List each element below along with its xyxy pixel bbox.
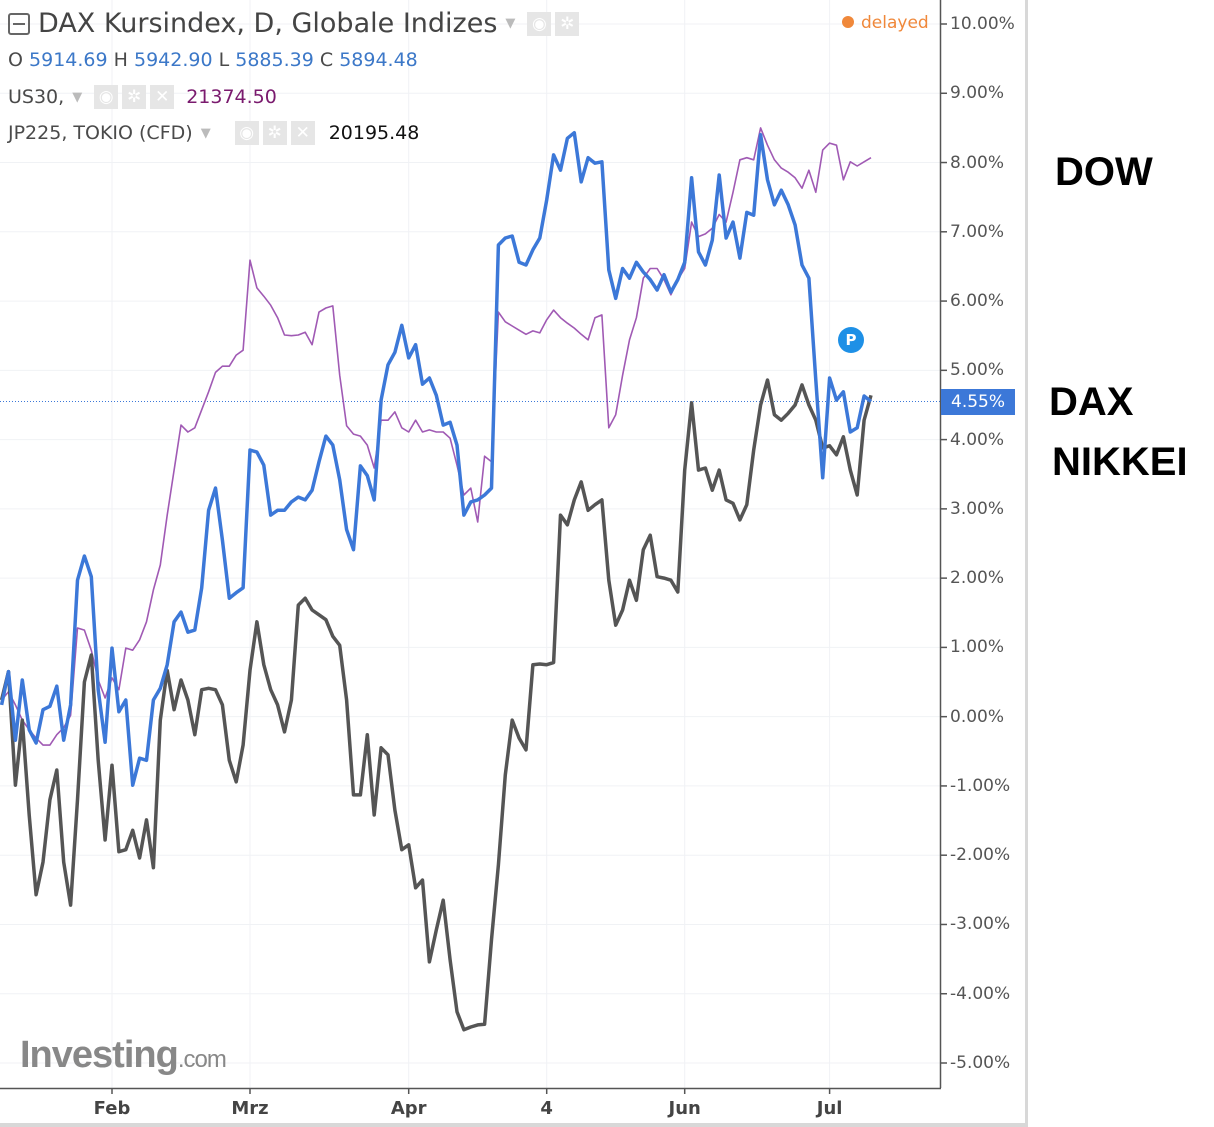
x-tick-label: Jul xyxy=(816,1098,843,1119)
x-tick-label: 4 xyxy=(540,1098,553,1119)
close-label: C xyxy=(319,49,334,71)
eye-icon[interactable]: ◉ xyxy=(234,121,259,145)
y-tick-label: -4.00% xyxy=(950,983,1011,1004)
series-line-dax xyxy=(0,130,873,787)
y-tick-label: 2.00% xyxy=(950,568,1005,589)
open-label: O xyxy=(8,49,23,71)
y-tick-label: 9.00% xyxy=(950,83,1005,104)
investing-logo: Investing.com xyxy=(20,1034,227,1077)
status-dot-icon xyxy=(842,16,854,28)
gridlines xyxy=(0,0,940,1088)
logo-suffix: .com xyxy=(177,1046,227,1073)
y-tick-label: -5.00% xyxy=(950,1053,1011,1073)
main-legend: DAX Kursindex, D, Globale Indizes ▼ ◉ ✲ xyxy=(8,8,580,39)
chart-plot[interactable] xyxy=(0,0,1030,1127)
x-tick-label: Mrz xyxy=(231,1098,269,1119)
last-price-tag: 4.55% xyxy=(941,388,1015,415)
comparison-symbol[interactable]: JP225, TOKIO (CFD) xyxy=(8,122,193,144)
low-label: L xyxy=(218,49,230,71)
y-tick-label: 7.00% xyxy=(950,221,1005,242)
eye-icon[interactable]: ◉ xyxy=(527,11,552,36)
y-tick-label: 5.00% xyxy=(950,360,1005,381)
comparison-value: 20195.48 xyxy=(328,122,420,144)
x-tick-label: Apr xyxy=(390,1098,427,1119)
comparison-symbol[interactable]: US30, xyxy=(8,86,65,108)
label-dax: DAX xyxy=(1049,380,1134,424)
status-text: delayed xyxy=(861,13,929,33)
gear-icon[interactable]: ✲ xyxy=(122,85,147,109)
y-tick-label: 6.00% xyxy=(950,291,1005,312)
high-value: 5942.90 xyxy=(133,49,213,71)
close-icon[interactable]: ✕ xyxy=(150,85,175,109)
chevron-down-icon[interactable]: ▼ xyxy=(505,16,516,31)
high-label: H xyxy=(113,49,128,71)
panel-divider xyxy=(1025,0,1028,1127)
comparison-value: 21374.50 xyxy=(186,86,277,108)
y-tick-label: -1.00% xyxy=(950,775,1011,796)
y-tick-label: 4.00% xyxy=(950,429,1005,450)
p-badge[interactable]: P xyxy=(838,327,864,353)
y-tick-label: 0.00% xyxy=(950,706,1005,727)
bottom-divider xyxy=(0,1123,1028,1127)
x-tick-label: Feb xyxy=(93,1098,131,1119)
y-tick-label: 1.00% xyxy=(950,637,1005,658)
x-tick-label: Jun xyxy=(668,1098,701,1119)
label-dow: DOW xyxy=(1055,150,1153,194)
collapse-icon[interactable] xyxy=(8,12,30,35)
logo-main: Investing xyxy=(20,1034,179,1076)
y-tick-label: -3.00% xyxy=(950,914,1011,935)
series-lines xyxy=(0,127,873,1032)
y-tick-label: -2.00% xyxy=(950,845,1011,866)
series-line-nikkei xyxy=(0,378,873,1032)
comparison-us30: US30, ▼ ◉ ✲ ✕ 21374.50 xyxy=(8,85,277,109)
x-axis-ticks xyxy=(111,1088,831,1094)
low-value: 5885.39 xyxy=(235,49,314,71)
chevron-down-icon[interactable]: ▼ xyxy=(72,89,83,105)
chevron-down-icon[interactable]: ▼ xyxy=(200,125,211,141)
delayed-status: delayed xyxy=(842,13,929,33)
y-axis-ticks xyxy=(940,23,947,1064)
open-value: 5914.69 xyxy=(29,49,108,71)
chart-title[interactable]: DAX Kursindex, D, Globale Indizes xyxy=(38,8,498,39)
label-nikkei: NIKKEI xyxy=(1052,440,1188,484)
ohlc-values: O 5914.69 H 5942.90 L 5885.39 C 5894.48 xyxy=(8,49,418,71)
y-tick-label: 3.00% xyxy=(950,498,1005,519)
close-value: 5894.48 xyxy=(339,49,418,71)
series-line-dow xyxy=(0,127,872,746)
close-icon[interactable]: ✕ xyxy=(290,121,315,145)
y-tick-label: 10.00% xyxy=(950,14,1015,34)
y-tick-label: 8.00% xyxy=(950,152,1005,173)
comparison-jp225: JP225, TOKIO (CFD) ▼ ◉ ✲ ✕ 20195.48 xyxy=(8,121,419,145)
gear-icon[interactable]: ✲ xyxy=(555,11,580,36)
eye-icon[interactable]: ◉ xyxy=(94,85,119,109)
gear-icon[interactable]: ✲ xyxy=(262,121,287,145)
